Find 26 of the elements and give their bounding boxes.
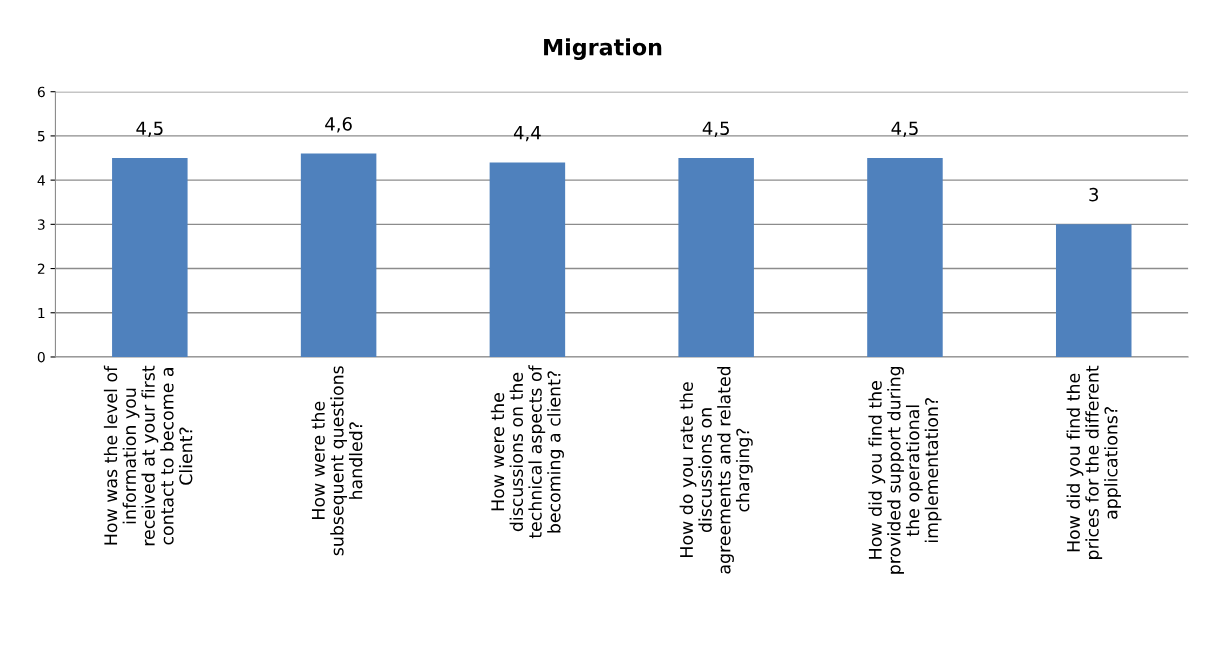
x-tick-label: How was the level of information you received at your first contact to become a Client? (103, 365, 193, 546)
chart-title: Migration (544, 38, 662, 60)
y-tick-label: 2 (37, 263, 45, 274)
data-label: 3 (1089, 187, 1099, 202)
bar (1055, 224, 1132, 357)
data-label: 4,5 (891, 121, 918, 137)
data-label: 4,6 (325, 117, 352, 133)
x-tick-label: How were the subsequent questions handled? (311, 366, 363, 556)
y-tick-label: 1 (38, 307, 45, 319)
y-tick-label: 3 (37, 219, 45, 230)
x-tick-label: How did you find the provided support during the operational implementation? (868, 366, 942, 574)
bar (489, 162, 566, 357)
y-tick-label: 5 (37, 131, 45, 142)
x-tick-label: How were the discussions on the technical aspects of becoming a client? (490, 364, 564, 539)
y-tick-label: 6 (37, 86, 45, 98)
data-label: 4,4 (513, 126, 541, 142)
data-label: 4,5 (702, 121, 729, 137)
bar (867, 158, 943, 357)
x-tick-label: How did you find the prices for the different applications? (1066, 365, 1121, 559)
x-tick-label: How do you rate the discussions on agreements and related charging? (679, 366, 753, 574)
bar (678, 158, 754, 357)
y-tick-label: 0 (37, 351, 45, 363)
bar (112, 158, 188, 357)
y-tick-label: 4 (37, 175, 45, 186)
data-label: 4,5 (136, 121, 163, 137)
bar (300, 153, 377, 357)
